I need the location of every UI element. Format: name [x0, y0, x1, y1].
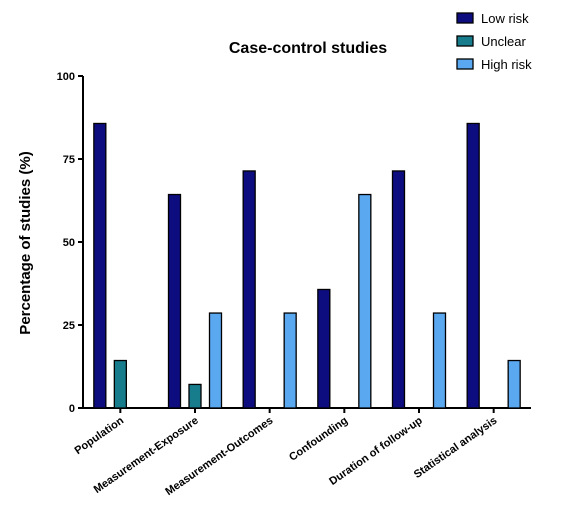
x-axis: PopulationMeasurement-ExposureMeasuremen…	[73, 407, 531, 498]
legend: Low risk Unclear High risk	[456, 11, 532, 72]
y-tick-label: 0	[69, 403, 75, 415]
bar-high-risk	[432, 312, 447, 409]
bar-low-risk	[317, 288, 331, 409]
y-tick-label: 25	[63, 320, 75, 332]
legend-swatch	[456, 58, 474, 70]
chart-title: Case-control studies	[229, 40, 387, 57]
x-category-label: Statistical analysis	[412, 415, 500, 481]
bar-low-risk	[242, 170, 256, 409]
bar-high-risk	[358, 193, 372, 409]
x-category-label: Confounding	[287, 415, 350, 464]
bar-high-risk	[507, 359, 521, 409]
y-tick-label: 75	[63, 154, 75, 166]
legend-label: Low risk	[481, 11, 529, 26]
y-axis-label: Percentage of studies (%)	[17, 151, 34, 334]
bar-low-risk	[391, 170, 406, 409]
y-tick-label: 50	[63, 237, 75, 249]
bar-unclear	[113, 359, 127, 409]
x-category-label: Population	[73, 414, 127, 457]
bar-unclear	[188, 383, 202, 409]
bar-high-risk	[208, 312, 223, 409]
bar-low-risk	[93, 122, 107, 409]
legend-swatch	[456, 35, 474, 47]
bars	[93, 122, 521, 409]
legend-swatch	[456, 12, 474, 24]
legend-label: High risk	[481, 57, 532, 72]
y-axis: 0 25 50 75 100	[57, 71, 84, 415]
bar-high-risk	[283, 312, 297, 409]
legend-label: Unclear	[481, 34, 526, 49]
y-tick-label: 100	[57, 71, 75, 83]
bar-low-risk	[466, 122, 480, 409]
bar-low-risk	[167, 193, 182, 409]
